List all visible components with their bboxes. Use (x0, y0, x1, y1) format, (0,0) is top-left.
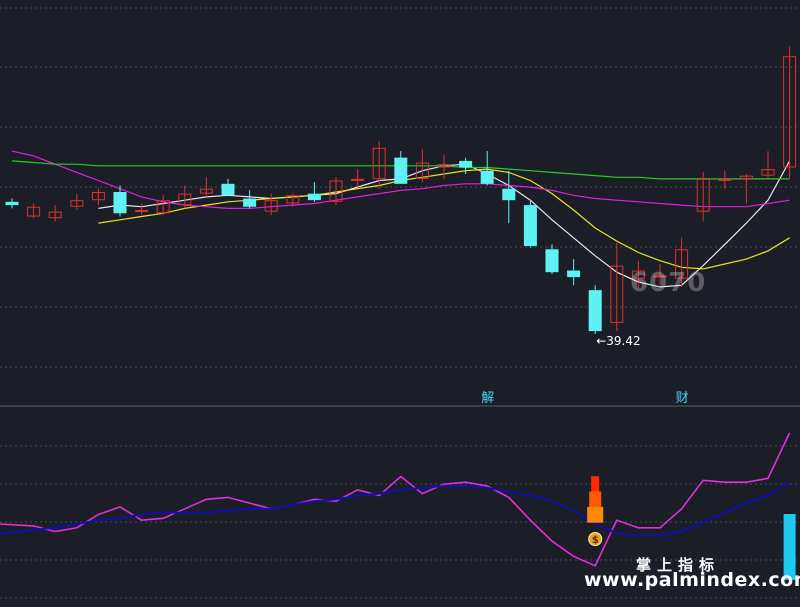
candle-body-15 (329, 180, 343, 202)
candle-body-36 (783, 56, 797, 168)
candle-body-11 (243, 198, 257, 207)
candle-body-16 (351, 178, 365, 181)
candle-body-29 (631, 270, 645, 279)
candle-body-28 (610, 265, 624, 323)
candle-body-8 (178, 193, 192, 206)
candle-body-10 (221, 183, 235, 196)
candle-body-14 (307, 193, 321, 201)
candle-body-27 (588, 290, 602, 332)
osc-line-osc_navy (0, 481, 791, 537)
low-price-label: ←39.42 (596, 334, 640, 348)
candle-body-20 (437, 164, 451, 168)
candle-body-24 (523, 205, 537, 246)
candle-body-2 (48, 211, 62, 219)
candle-body-9 (199, 188, 213, 194)
candle-body-35 (761, 169, 775, 176)
candle-body-1 (27, 206, 41, 217)
watermark-6070: 6070 (630, 268, 707, 298)
watermark-site: www.palmindex.com (584, 569, 800, 591)
candle-body-19 (415, 162, 429, 179)
candle-body-6 (135, 210, 149, 212)
candle-body-23 (502, 188, 516, 201)
candle-body-22 (480, 170, 494, 184)
candle-body-26 (567, 270, 581, 278)
signal-bar-segment-0 (591, 476, 600, 493)
event-marker-1: 解 (481, 391, 494, 406)
candle-body-18 (394, 157, 408, 184)
candle-body-4 (91, 192, 105, 201)
candle-body-7 (156, 200, 170, 214)
candle-body-0 (5, 201, 19, 206)
event-marker-2: 财 (676, 391, 689, 406)
candle-body-32 (696, 178, 710, 212)
candle-body-30 (653, 275, 667, 278)
money-bag-icon-glyph: $ (592, 535, 599, 546)
candle-body-34 (739, 175, 753, 179)
money-bag-icon (588, 532, 603, 546)
osc-line-osc_magenta (0, 432, 791, 567)
candle-body-17 (372, 147, 386, 179)
candle-body-12 (264, 200, 278, 212)
ma-line-ma_yellow (98, 168, 790, 270)
signal-bar-segment-2 (587, 506, 604, 523)
candle-body-3 (70, 200, 84, 207)
candle-body-21 (459, 160, 473, 168)
signal-bar-cyan (783, 514, 796, 580)
candle-body-5 (113, 192, 127, 214)
watermark-brand: 掌上指标 (636, 556, 721, 574)
candle-body-33 (718, 178, 732, 181)
signal-bar-segment-1 (589, 491, 602, 508)
candle-body-31 (675, 249, 689, 279)
ma-line-ma_magenta (11, 150, 790, 209)
candle-body-25 (545, 249, 559, 273)
candle-body-13 (286, 195, 300, 204)
